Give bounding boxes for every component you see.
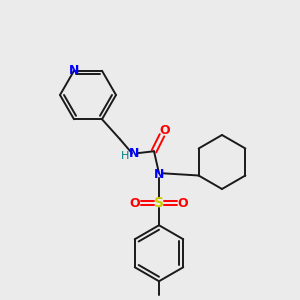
Text: O: O <box>160 124 170 137</box>
Text: O: O <box>130 197 140 210</box>
Text: O: O <box>178 197 188 210</box>
Text: H: H <box>121 151 129 161</box>
Text: N: N <box>69 64 79 77</box>
Text: N: N <box>129 147 139 160</box>
Text: S: S <box>154 196 164 210</box>
Text: N: N <box>154 168 164 181</box>
